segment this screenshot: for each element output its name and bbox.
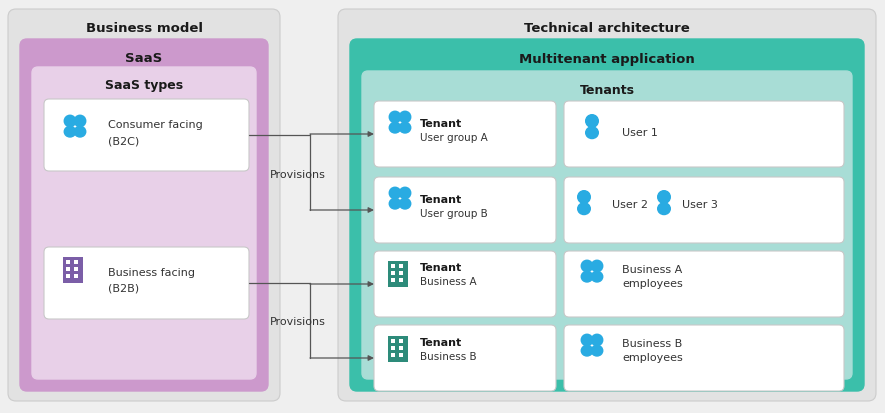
- FancyBboxPatch shape: [44, 100, 249, 171]
- FancyBboxPatch shape: [8, 10, 280, 401]
- Bar: [74, 274, 78, 278]
- Ellipse shape: [74, 127, 86, 138]
- Text: Tenant: Tenant: [420, 337, 462, 347]
- Bar: [391, 278, 395, 282]
- Ellipse shape: [581, 346, 593, 356]
- Bar: [399, 264, 403, 268]
- Bar: [399, 271, 403, 275]
- Text: Business facing: Business facing: [108, 267, 195, 277]
- Bar: [399, 339, 403, 343]
- FancyBboxPatch shape: [362, 72, 852, 379]
- Text: Technical architecture: Technical architecture: [524, 21, 690, 34]
- Circle shape: [389, 112, 401, 123]
- Ellipse shape: [591, 272, 603, 282]
- Ellipse shape: [399, 199, 411, 209]
- Circle shape: [658, 191, 670, 204]
- Text: Business A: Business A: [622, 264, 682, 274]
- Circle shape: [581, 261, 593, 272]
- Circle shape: [74, 116, 86, 128]
- Bar: [391, 346, 395, 350]
- FancyBboxPatch shape: [338, 10, 876, 401]
- Circle shape: [578, 191, 590, 204]
- Circle shape: [586, 115, 598, 128]
- Text: User 2: User 2: [612, 199, 648, 209]
- Ellipse shape: [399, 123, 411, 134]
- Ellipse shape: [389, 123, 401, 134]
- Text: Business A: Business A: [420, 276, 477, 286]
- Bar: [66, 260, 70, 264]
- Circle shape: [389, 188, 401, 199]
- Text: Consumer facing: Consumer facing: [108, 120, 203, 130]
- Bar: [74, 260, 78, 264]
- Bar: [388, 336, 408, 362]
- Text: Business B: Business B: [622, 338, 682, 348]
- FancyBboxPatch shape: [564, 325, 844, 391]
- Bar: [388, 261, 408, 287]
- FancyBboxPatch shape: [564, 178, 844, 243]
- Text: employees: employees: [622, 352, 682, 362]
- Bar: [399, 346, 403, 350]
- Text: User 3: User 3: [682, 199, 718, 209]
- FancyBboxPatch shape: [374, 325, 556, 391]
- FancyBboxPatch shape: [350, 40, 864, 391]
- Text: (B2C): (B2C): [108, 137, 139, 147]
- Text: Tenants: Tenants: [580, 83, 635, 96]
- Text: Provisions: Provisions: [270, 316, 326, 326]
- FancyBboxPatch shape: [32, 68, 256, 379]
- Text: employees: employees: [622, 278, 682, 288]
- Bar: [66, 274, 70, 278]
- Bar: [66, 267, 70, 271]
- FancyBboxPatch shape: [374, 102, 556, 168]
- Ellipse shape: [65, 127, 76, 138]
- Ellipse shape: [586, 128, 598, 139]
- FancyBboxPatch shape: [20, 40, 268, 391]
- Circle shape: [591, 261, 603, 272]
- Circle shape: [65, 116, 76, 128]
- Bar: [399, 278, 403, 282]
- FancyBboxPatch shape: [564, 102, 844, 168]
- Text: Tenant: Tenant: [420, 119, 462, 129]
- Text: User group A: User group A: [420, 133, 488, 142]
- Bar: [391, 339, 395, 343]
- Bar: [391, 271, 395, 275]
- Text: Multitenant application: Multitenant application: [519, 53, 695, 66]
- Circle shape: [591, 335, 603, 346]
- Text: (B2B): (B2B): [108, 283, 139, 293]
- Text: User 1: User 1: [622, 128, 658, 138]
- Text: SaaS types: SaaS types: [105, 79, 183, 92]
- Ellipse shape: [578, 203, 590, 215]
- Ellipse shape: [658, 203, 670, 215]
- Circle shape: [581, 335, 593, 346]
- FancyBboxPatch shape: [374, 178, 556, 243]
- Text: Business B: Business B: [420, 351, 477, 361]
- Bar: [74, 267, 78, 271]
- FancyBboxPatch shape: [44, 247, 249, 319]
- Text: Tenant: Tenant: [420, 262, 462, 272]
- Text: Business model: Business model: [86, 21, 203, 34]
- FancyBboxPatch shape: [374, 252, 556, 317]
- Text: SaaS: SaaS: [126, 51, 163, 64]
- Text: Tenant: Tenant: [420, 195, 462, 204]
- Circle shape: [399, 188, 411, 199]
- Ellipse shape: [581, 272, 593, 282]
- FancyBboxPatch shape: [564, 252, 844, 317]
- Circle shape: [399, 112, 411, 123]
- Bar: [391, 353, 395, 357]
- Bar: [63, 257, 83, 283]
- Bar: [391, 264, 395, 268]
- Text: User group B: User group B: [420, 209, 488, 218]
- Bar: [399, 353, 403, 357]
- Ellipse shape: [389, 199, 401, 209]
- Ellipse shape: [591, 346, 603, 356]
- Text: Provisions: Provisions: [270, 170, 326, 180]
